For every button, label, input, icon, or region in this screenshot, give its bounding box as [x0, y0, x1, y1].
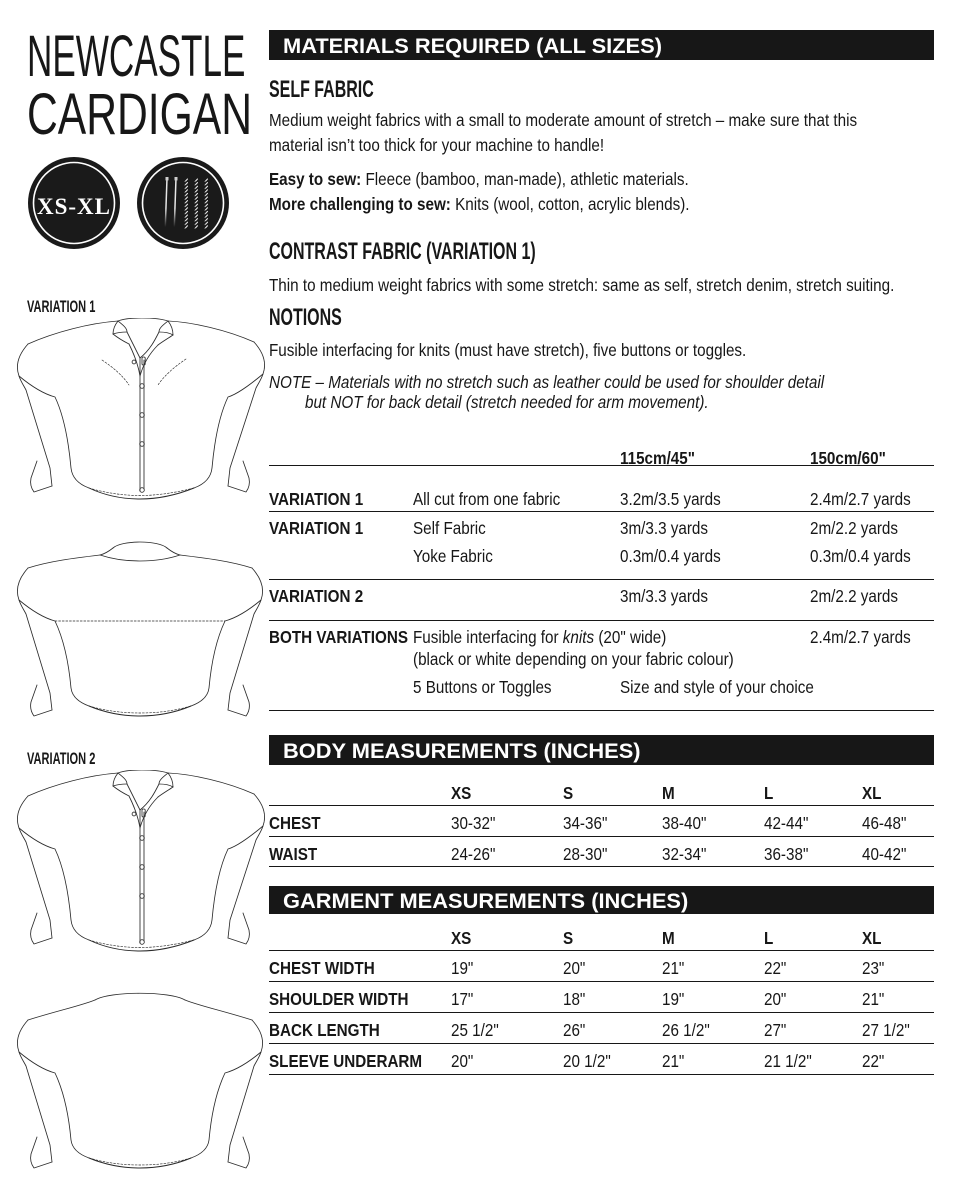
svg-text:XS-XL: XS-XL: [37, 194, 111, 219]
